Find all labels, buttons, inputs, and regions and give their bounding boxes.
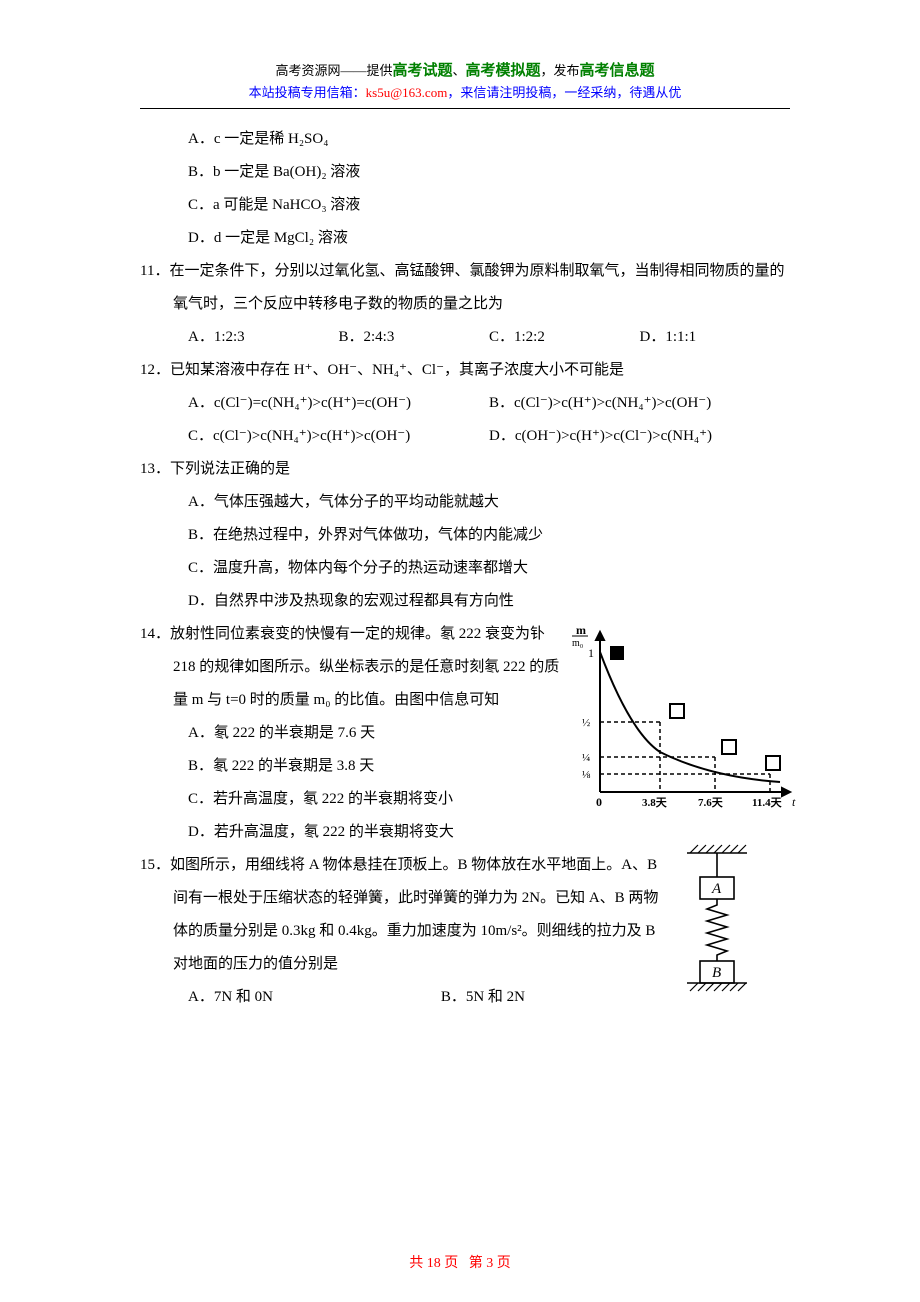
q12-option-c: C．c(Cl⁻)>c(NH₄⁺)>c(H⁺)>c(OH⁻) <box>188 420 489 453</box>
q10-option-a: A．c 一定是稀 H₂SO₄ <box>140 123 790 156</box>
fig14-xlabel: t <box>792 795 796 809</box>
header-mail-suffix: ，来信请注明投稿，一经采纳，待遇从优 <box>447 85 681 100</box>
q15-option-a: A．7N 和 0N <box>188 981 441 1014</box>
fig14-tick-1: 1 <box>588 646 594 660</box>
footer-total: 共 18 页 <box>409 1256 458 1271</box>
q13-option-c: C．温度升高，物体内每个分子的热运动速率都增大 <box>140 552 790 585</box>
q14-num: 14． <box>140 626 170 642</box>
fig14-x3: 11.4天 <box>752 796 783 809</box>
q11-text: 在一定条件下，分别以过氧化氢、高锰酸钾、氯酸钾为原料制取氧气，当制得相同物质的量… <box>169 263 784 312</box>
q13-option-b: B．在绝热过程中，外界对气体做功，气体的内能减少 <box>140 519 790 552</box>
fig14-ylabel: m <box>576 623 586 637</box>
q11-option-d: D．1:1:1 <box>640 321 791 354</box>
q12-options-row2: C．c(Cl⁻)>c(NH₄⁺)>c(H⁺)>c(OH⁻) D．c(OH⁻)>c… <box>140 420 790 453</box>
q13-option-d: D．自然界中涉及热现象的宏观过程都具有方向性 <box>140 585 790 618</box>
q10-option-b: B．b 一定是 Ba(OH)₂ 溶液 <box>140 156 790 189</box>
q13-stem: 13．下列说法正确的是 <box>140 453 790 486</box>
header-keyword-2: 高考模拟题 <box>466 63 541 79</box>
header-keyword-3: 高考信息题 <box>580 63 655 79</box>
q11-option-c: C．1:2:2 <box>489 321 640 354</box>
q14-block: m m₀ 1 ½ ¼ ⅛ 0 3.8天 7.6天 11.4天 t 14．放射性同… <box>140 618 790 849</box>
q15-block: A B 15．如图所示，用细线将 A 物体悬挂在顶板上。B 物体放在水平地面上。… <box>140 849 790 1014</box>
fig14-tick-half: ½ <box>582 717 590 729</box>
header-sep-1: 、 <box>452 63 465 78</box>
q11-num: 11． <box>140 263 169 279</box>
page: 高考资源网——提供高考试题、高考模拟题，发布高考信息题 本站投稿专用信箱：ks5… <box>0 0 920 1302</box>
page-header: 高考资源网——提供高考试题、高考模拟题，发布高考信息题 本站投稿专用信箱：ks5… <box>140 60 790 102</box>
q12-stem: 12．已知某溶液中存在 H⁺、OH⁻、NH₄⁺、Cl⁻，其离子浓度大小不可能是 <box>140 354 790 387</box>
q15-figure: A B <box>682 843 752 1003</box>
fig14-x1: 3.8天 <box>642 796 668 809</box>
q12-text: 已知某溶液中存在 H⁺、OH⁻、NH₄⁺、Cl⁻，其离子浓度大小不可能是 <box>170 362 624 378</box>
footer-current: 第 3 页 <box>469 1256 511 1271</box>
content: A．c 一定是稀 H₂SO₄ B．b 一定是 Ba(OH)₂ 溶液 C．a 可能… <box>140 123 790 1014</box>
header-email: ks5u@163.com <box>366 85 448 100</box>
header-line-1: 高考资源网——提供高考试题、高考模拟题，发布高考信息题 <box>140 60 790 83</box>
fig14-tick-eighth: ⅛ <box>582 769 591 781</box>
q13-option-a: A．气体压强越大，气体分子的平均动能就越大 <box>140 486 790 519</box>
q12-option-b: B．c(Cl⁻)>c(H⁺)>c(NH₄⁺)>c(OH⁻) <box>489 387 790 420</box>
q11-options: A．1:2:3 B．2:4:3 C．1:2:2 D．1:1:1 <box>140 321 790 354</box>
q10-option-c: C．a 可能是 NaHCO₃ 溶液 <box>140 189 790 222</box>
fig15-label-b: B <box>712 965 721 981</box>
header-keyword-1: 高考试题 <box>392 63 452 79</box>
header-mid: ，发布 <box>541 63 580 78</box>
q12-options-row1: A．c(Cl⁻)=c(NH₄⁺)>c(H⁺)=c(OH⁻) B．c(Cl⁻)>c… <box>140 387 790 420</box>
q11-option-a: A．1:2:3 <box>188 321 339 354</box>
q12-num: 12． <box>140 362 170 378</box>
fig14-x0: 0 <box>596 795 602 809</box>
fig14-tick-quarter: ¼ <box>582 752 590 764</box>
q11-option-b: B．2:4:3 <box>339 321 490 354</box>
q14-text: 放射性同位素衰变的快慢有一定的规律。氡 222 衰变为钋 218 的规律如图所示… <box>170 626 559 708</box>
page-footer: 共 18 页 第 3 页 <box>0 1252 920 1272</box>
header-mail-prefix: 本站投稿专用信箱： <box>249 85 366 100</box>
q13-text: 下列说法正确的是 <box>170 461 290 477</box>
q14-figure: m m₀ 1 ½ ¼ ⅛ 0 3.8天 7.6天 11.4天 t <box>570 622 800 812</box>
fig14-ydenom: m₀ <box>572 638 584 649</box>
q10-option-d: D．d 一定是 MgCl₂ 溶液 <box>140 222 790 255</box>
q11-stem: 11．在一定条件下，分别以过氧化氢、高锰酸钾、氯酸钾为原料制取氧气，当制得相同物… <box>140 255 790 321</box>
fig15-label-a: A <box>711 881 722 897</box>
q15-num: 15． <box>140 857 170 873</box>
q15-text: 如图所示，用细线将 A 物体悬挂在顶板上。B 物体放在水平地面上。A、B 间有一… <box>170 857 658 972</box>
header-line-2: 本站投稿专用信箱：ks5u@163.com，来信请注明投稿，一经采纳，待遇从优 <box>140 83 790 103</box>
header-prefix: 高考资源网——提供 <box>275 63 392 78</box>
fig14-x2: 7.6天 <box>698 796 724 809</box>
q13-num: 13． <box>140 461 170 477</box>
q12-option-a: A．c(Cl⁻)=c(NH₄⁺)>c(H⁺)=c(OH⁻) <box>188 387 489 420</box>
q12-option-d: D．c(OH⁻)>c(H⁺)>c(Cl⁻)>c(NH₄⁺) <box>489 420 790 453</box>
header-rule <box>140 108 790 109</box>
